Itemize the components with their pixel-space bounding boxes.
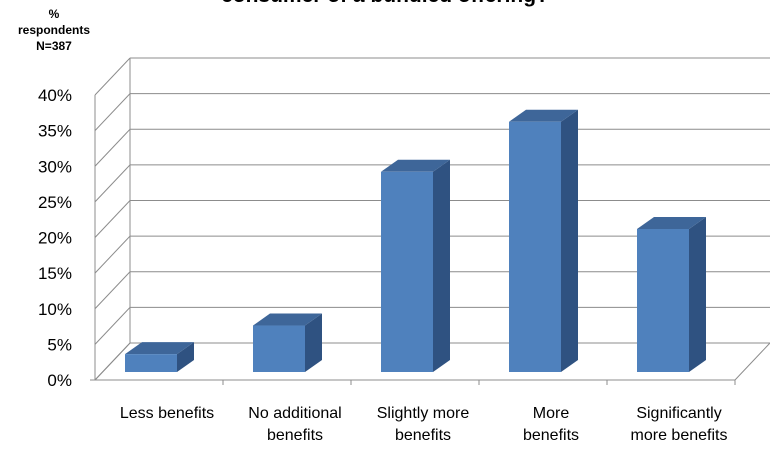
bar-top xyxy=(509,109,578,122)
gridline-depth xyxy=(94,128,131,167)
y-axis-label-line: % xyxy=(48,7,60,21)
x-tick-label-line: more benefits xyxy=(630,427,728,444)
x-tick-label-line: benefits xyxy=(522,427,580,444)
bar-side xyxy=(689,217,706,372)
bar-side xyxy=(433,159,450,372)
y-axis-label-line: N=387 xyxy=(36,39,72,53)
y-tick-label: 5% xyxy=(47,335,72,354)
bar xyxy=(125,354,177,372)
gridline-depth xyxy=(94,200,131,238)
y-axis-label-line: respondents xyxy=(17,23,90,37)
x-tick-label-line: Significantly xyxy=(636,405,722,422)
gridline-depth xyxy=(94,57,131,96)
bar xyxy=(381,171,433,372)
x-tick-label-line: benefits xyxy=(394,427,452,444)
bar xyxy=(637,229,689,372)
y-tick-label: 20% xyxy=(38,229,72,248)
x-tick-label-line: Slightly more xyxy=(376,405,470,422)
bar xyxy=(253,325,305,372)
gridline-depth xyxy=(94,235,131,274)
bar-top xyxy=(637,217,706,229)
gridline-depth xyxy=(94,164,131,203)
bar-top xyxy=(125,342,194,355)
y-tick-label: 35% xyxy=(38,122,72,141)
x-tick-label-line: benefits xyxy=(266,427,324,444)
bar-top xyxy=(253,313,322,326)
bar-side xyxy=(561,109,578,372)
bar-top xyxy=(381,159,450,172)
gridline-depth xyxy=(94,307,131,345)
y-tick-label: 25% xyxy=(38,193,72,212)
y-tick-label: 40% xyxy=(38,86,72,105)
x-tick-label-line: No additional xyxy=(248,405,342,422)
gridline-depth xyxy=(94,271,131,310)
x-tick-label: Less benefits xyxy=(97,403,237,425)
bar xyxy=(509,121,561,372)
x-tick-label: More benefits xyxy=(481,403,621,447)
bar-side xyxy=(177,342,194,372)
y-tick-label: 0% xyxy=(47,371,72,390)
y-tick-label: 30% xyxy=(38,157,72,176)
y-axis-label: % respondents N=387 xyxy=(14,6,94,54)
y-tick-label: 10% xyxy=(38,300,72,319)
gridline-depth xyxy=(94,93,131,131)
x-tick-label-line: More xyxy=(532,405,570,422)
x-tick-label: Slightly more benefits xyxy=(353,403,493,447)
y-tick-label: 15% xyxy=(38,264,72,283)
bar-side xyxy=(305,313,322,372)
chart-title: consumer of a bundled offering? xyxy=(0,0,770,8)
x-tick-label: No additional benefits xyxy=(225,403,365,447)
x-tick-label-line: Less benefits xyxy=(119,405,215,422)
x-tick-label: Significantly more benefits xyxy=(609,403,749,447)
gridline-depth xyxy=(94,342,131,381)
